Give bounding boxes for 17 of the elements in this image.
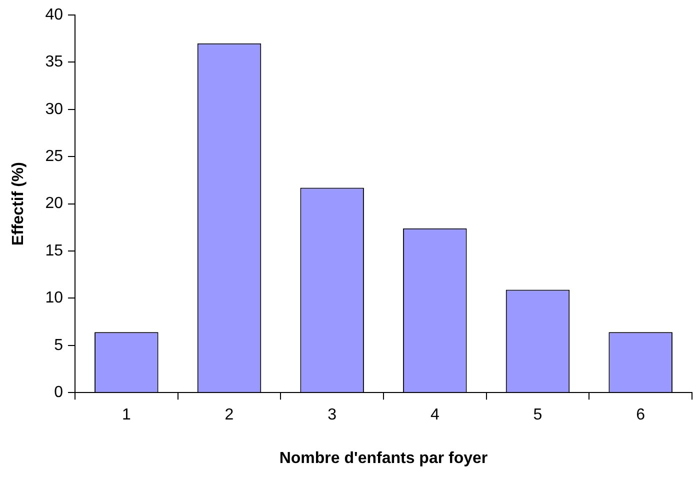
y-tick-label: 35	[45, 54, 64, 71]
y-tick-label: 30	[45, 100, 64, 118]
y-tick-label: 0	[54, 384, 64, 402]
y-tick-label: 25	[45, 148, 64, 166]
y-axis-title: Effectif (%)	[10, 162, 28, 246]
x-tick-label: 3	[328, 406, 337, 424]
y-tick-label: 10	[45, 290, 64, 307]
x-tick-label: 2	[224, 406, 234, 424]
x-tick-label: 5	[533, 406, 542, 424]
x-axis-title: Nombre d'enfants par foyer	[279, 450, 488, 467]
y-tick-label: 40	[45, 6, 64, 24]
x-tick-label: 6	[636, 406, 646, 424]
y-tick-label: 5	[54, 336, 64, 354]
x-tick-label: 1	[122, 406, 131, 424]
x-tick-label: 4	[430, 406, 440, 424]
y-tick-label: 15	[45, 242, 64, 260]
y-tick-label: 20	[45, 195, 64, 212]
